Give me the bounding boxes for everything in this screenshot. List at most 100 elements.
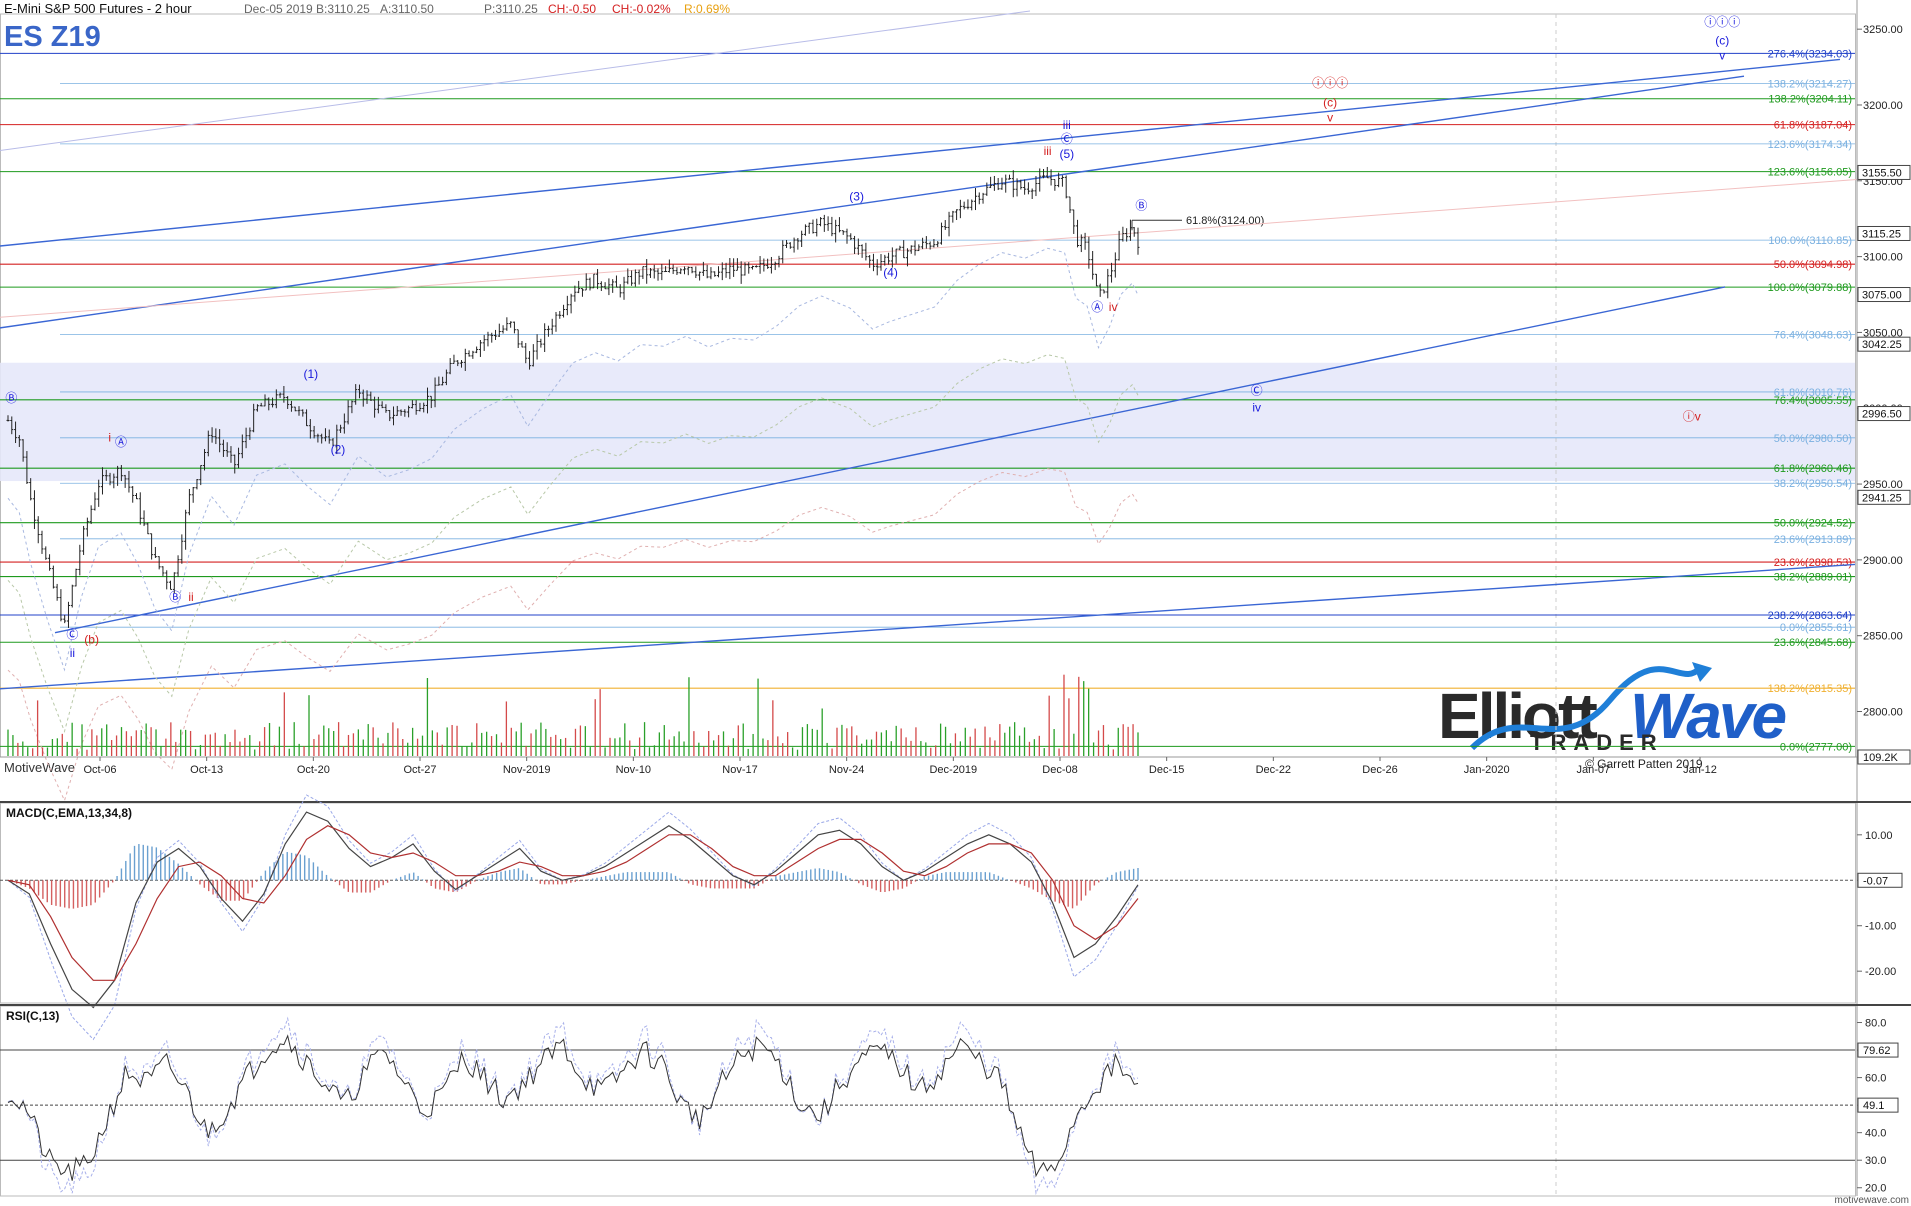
rsi-title: RSI(C,13) xyxy=(6,1009,59,1023)
price-axis-label: 2950.00 xyxy=(1863,479,1903,491)
wave-label: Ⓒ xyxy=(1251,384,1263,398)
retrace-note-label: 61.8%(3124.00) xyxy=(1186,215,1264,227)
header-range: R:0.69% xyxy=(684,2,730,16)
fib-level-label: 50.0%(3094.98) xyxy=(1774,259,1852,271)
motivewave-watermark: MotiveWave xyxy=(4,760,75,775)
price-tag-box xyxy=(1857,336,1911,352)
macd-axis-label: 10.00 xyxy=(1865,830,1893,842)
macd-panel: MACD(C,EMA,13,34,8) 10.000.00-10.00-20.0… xyxy=(0,794,1911,1041)
time-axis-label: Dec-22 xyxy=(1256,764,1291,776)
support-zone xyxy=(0,362,1855,482)
price-tag-label: 3075.00 xyxy=(1862,290,1902,302)
fib-level-label: 0.0%(2777.00) xyxy=(1780,741,1852,753)
rsi-axis-label: 30.0 xyxy=(1865,1155,1886,1167)
price-tag-box xyxy=(1857,164,1911,180)
moving-average-line xyxy=(7,354,1139,734)
time-axis-label: Dec-08 xyxy=(1042,764,1077,776)
footer-url: motivewave.com xyxy=(1835,1195,1909,1206)
ticker-label: ES Z19 xyxy=(4,21,101,53)
fib-level-label: 123.6%(3156.05) xyxy=(1768,167,1852,179)
candlestick-series xyxy=(6,166,1140,628)
header-ask: A:3110.50 xyxy=(380,2,434,16)
wave-label: Ⓐ xyxy=(1091,300,1103,314)
wave-label: ii xyxy=(70,646,75,660)
fib-level-label: 0.0%(2855.61) xyxy=(1780,622,1852,634)
wave-label: Ⓒ xyxy=(1061,132,1073,146)
fib-level-label: 50.0%(2980.50) xyxy=(1774,433,1852,445)
fib-level-label: 23.6%(2913.89) xyxy=(1774,534,1852,546)
time-axis-label: Oct-27 xyxy=(403,764,436,776)
price-tag-label: 2941.25 xyxy=(1862,492,1902,504)
wave-label: (2) xyxy=(331,443,346,457)
fib-level-label: 138.2%(3214.27) xyxy=(1768,78,1852,90)
macd-title: MACD(C,EMA,13,34,8) xyxy=(6,806,132,820)
logo-swoosh-icon xyxy=(1469,665,1703,751)
fib-level-label: 138.2%(3204.11) xyxy=(1768,94,1852,106)
symbol-title: E-Mini S&P 500 Futures - 2 hour xyxy=(4,1,192,16)
wave-label: ⓘv xyxy=(1683,409,1701,423)
price-tag-box xyxy=(1857,489,1911,505)
fib-level-label: 100.0%(3079.88) xyxy=(1768,282,1852,294)
wave-label: (5) xyxy=(1059,147,1074,161)
price-axis-label: 2850.00 xyxy=(1863,631,1903,643)
wave-label: iii xyxy=(1063,118,1071,132)
rsi-value-tag xyxy=(1857,1097,1899,1113)
fib-level-label: 50.0%(2924.52) xyxy=(1774,518,1852,530)
rsi-axis-label: 80.0 xyxy=(1865,1018,1886,1030)
time-axis-label: Nov-2019 xyxy=(503,764,551,776)
price-axis-label: 3050.00 xyxy=(1863,327,1903,339)
fib-level-label: 61.8%(3187.04) xyxy=(1774,120,1852,132)
price-axis-label: 3200.00 xyxy=(1863,100,1903,112)
fib-level-label: 76.4%(3048.63) xyxy=(1774,330,1852,342)
time-axis-label: Dec-26 xyxy=(1362,764,1397,776)
header-bid: B:3110.25 xyxy=(316,2,370,16)
header-change-pct: CH:-0.02% xyxy=(612,2,671,16)
volume-series xyxy=(7,674,1139,756)
wave-label: Ⓐ xyxy=(115,435,127,449)
header-date: Dec-05 2019 xyxy=(244,2,313,16)
fib-level-label: 238.2%(2863.64) xyxy=(1768,610,1852,622)
faint-channel-line xyxy=(0,10,1031,151)
wave-label: (3) xyxy=(849,190,864,204)
rsi-panel: RSI(C,13) 80.0 60.0 40.0 30.0 20.0 79.62 49.1 xyxy=(0,1004,1911,1197)
price-tag-box xyxy=(1857,287,1911,303)
fib-level-label: 276.4%(3234.03) xyxy=(1768,48,1852,60)
logo-arrow-icon xyxy=(1692,662,1712,682)
time-axis-label: Oct-06 xyxy=(83,764,116,776)
rsi-value-label: 79.62 xyxy=(1863,1045,1891,1057)
price-tag-box xyxy=(1857,225,1911,241)
wave-label: ii xyxy=(188,590,193,604)
trend-channel-line xyxy=(0,75,1745,329)
wave-label: (c) xyxy=(1715,33,1729,47)
fib-level-label: 38.2%(2889.01) xyxy=(1774,572,1852,584)
fib-level-label: 23.6%(2845.68) xyxy=(1774,637,1852,649)
wave-label: iv xyxy=(1252,400,1261,414)
wave-label: v xyxy=(1719,48,1725,62)
price-tag-label: 3042.25 xyxy=(1862,339,1902,351)
price-tag-label: 2996.50 xyxy=(1862,409,1902,421)
fib-level-label: 100.0%(3110.85) xyxy=(1768,235,1852,247)
copyright-text: © Garrett Patten 2019 xyxy=(1585,757,1703,771)
price-axis-label: 2800.00 xyxy=(1863,707,1903,719)
wave-label: (1) xyxy=(304,367,319,381)
wave-label: i xyxy=(108,431,111,445)
fib-level-label: 61.8%(3010.76) xyxy=(1774,387,1852,399)
macd-value-label: -0.07 xyxy=(1863,875,1888,887)
wave-label: ⓘⓘⓘ xyxy=(1704,15,1740,29)
header-change: CH:-0.50 xyxy=(548,2,596,16)
time-axis-label: Dec-2019 xyxy=(929,764,977,776)
wave-label: ⓘⓘⓘ xyxy=(1312,76,1348,90)
wave-label: (c) xyxy=(1323,95,1337,109)
rsi-value-label: 49.1 xyxy=(1863,1100,1884,1112)
trend-channel-line xyxy=(54,286,1726,634)
macd-axis-label: -10.00 xyxy=(1865,921,1896,933)
price-axis-label: 3100.00 xyxy=(1863,252,1903,264)
price-axis-label: 2900.00 xyxy=(1863,555,1903,567)
macd-signal-line xyxy=(7,825,1139,981)
time-axis-label: Jan-07 xyxy=(1577,764,1611,776)
rsi-axis-label: 60.0 xyxy=(1865,1073,1886,1085)
macd-line xyxy=(7,811,1139,1009)
